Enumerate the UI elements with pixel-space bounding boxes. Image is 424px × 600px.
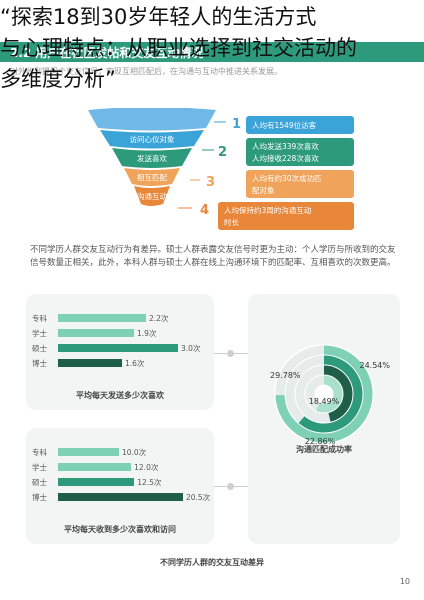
- bar: [58, 448, 119, 456]
- funnel-stage-label: 沟通互动: [137, 191, 167, 201]
- bar-value-label: 12.5次: [137, 478, 162, 487]
- ring-segment: [305, 375, 343, 413]
- bar: [58, 478, 135, 486]
- step-text: 人均接收228次喜欢: [252, 153, 319, 163]
- step-text: 人均保持约3周的沟通互动: [224, 205, 312, 215]
- received-likes-title: 平均每天收到多少次喜欢和访问: [64, 525, 176, 534]
- received-likes-card: 专科 10.0次学士 12.0次硕士 12.5次博士 20.5次 平均每天收到多少次喜欢…: [26, 428, 214, 544]
- bar-category-label: 学士: [32, 463, 47, 472]
- bar-value-label: 20.5次: [185, 493, 211, 502]
- connector-dot-top: [227, 350, 234, 357]
- bar-category-label: 硕士: [32, 344, 47, 353]
- overlay-title-line-2: 与心理特点：从职业选择到社交活动的: [0, 36, 357, 60]
- funnel-stage-label: 访问心仪对象: [130, 134, 175, 144]
- funnel-stage-label: 相互匹配: [137, 172, 167, 182]
- funnel-stage-1: [88, 108, 216, 131]
- funnel-step-1: 1 人均有1549位访客: [214, 116, 354, 134]
- bar: [58, 344, 178, 352]
- bar-category-label: 博士: [32, 493, 47, 502]
- step-number: 1: [232, 117, 241, 132]
- step-text: 人均有约30次成功匹: [252, 173, 322, 183]
- funnel-stage-3: 发送喜欢: [112, 148, 192, 168]
- footer-title: 不同学历人群的交友互动差异: [160, 558, 264, 567]
- ring-value-label: 22.86%: [305, 437, 336, 446]
- sent-likes-card: 专科 2.2次学士 1.9次硕士 3.0次博士 1.6次 平均每天发送多少次喜欢: [26, 294, 214, 410]
- bar: [58, 329, 134, 337]
- step-text: 人均发送339次喜欢: [252, 141, 319, 151]
- bar-value-label: 1.9次: [137, 329, 157, 338]
- bar-category-label: 学士: [32, 329, 47, 338]
- step-number: 3: [206, 175, 215, 190]
- bar-value-label: 12.0次: [134, 463, 159, 472]
- match-rate-card: 29.78% 24.54% 18.49% 22.86% 沟通匹配成功率: [248, 294, 400, 544]
- match-rate-donut-chart: 29.78% 24.54% 18.49% 22.86%: [270, 344, 390, 446]
- bar-value-label: 1.6次: [125, 359, 145, 368]
- funnel-step-4: 4 人均保持约3周的沟通互动 时长: [178, 202, 354, 230]
- section-title: 2.2 用户在社区发帖和交友互动情况: [10, 46, 204, 60]
- funnel-stage-2: 访问心仪对象: [100, 130, 204, 149]
- bar: [58, 463, 132, 471]
- step-text: 时长: [224, 217, 239, 227]
- section-header: 2.2 用户在社区发帖和交友互动情况: [0, 42, 424, 62]
- match-rate-title: 沟通匹配成功率: [296, 445, 352, 454]
- connector-dot-bottom: [227, 483, 234, 490]
- funnel-step-3: 3 人均有约30次成功匹 配对象: [190, 170, 354, 198]
- ring-segment: [285, 355, 363, 433]
- page-number: 10: [399, 577, 410, 586]
- bar-value-label: 10.0次: [121, 448, 147, 457]
- step-text: 人均有1549位访客: [252, 120, 317, 130]
- ring-value-label: 18.49%: [309, 397, 340, 406]
- ring-segment: [295, 365, 353, 423]
- ring-value-label: 24.54%: [359, 361, 390, 370]
- funnel-diagram: 访问心仪对象 发送喜欢 相互匹配 沟通互动 1 人均有1549位访客 2 人均发…: [88, 108, 354, 230]
- step-number: 2: [218, 145, 227, 160]
- funnel-step-2: 2 人均发送339次喜欢 人均接收228次喜欢: [202, 138, 354, 166]
- bar-category-label: 硕士: [32, 478, 47, 487]
- funnel-stage-label: 发送喜欢: [137, 153, 167, 163]
- bar-value-label: 2.2次: [149, 314, 169, 323]
- overlay-title-line-1: “探索18到30岁年轻人的生活方式: [0, 5, 317, 29]
- received-likes-chart: 专科 10.0次学士 12.0次硕士 12.5次博士 20.5次: [26, 428, 214, 518]
- ring-segment: [275, 345, 373, 443]
- overlay-title: “探索18到30岁年轻人的生活方式 与心理特点：从职业选择到社交活动的 多维度分…: [0, 2, 424, 95]
- funnel-stage-5: 沟通互动: [134, 186, 170, 206]
- step-number: 4: [200, 203, 209, 218]
- bar: [58, 359, 122, 367]
- bar: [58, 493, 183, 501]
- bar-category-label: 专科: [32, 314, 47, 323]
- ring-value-label: 29.78%: [270, 371, 301, 380]
- funnel-stage-4: 相互匹配: [124, 168, 180, 186]
- sent-likes-chart: 专科 2.2次学士 1.9次硕士 3.0次博士 1.6次: [26, 294, 214, 384]
- step-text: 配对象: [252, 185, 275, 195]
- sent-likes-title: 平均每天发送多少次喜欢: [76, 391, 164, 400]
- bar-value-label: 3.0次: [181, 344, 201, 353]
- bar: [58, 314, 146, 322]
- intro-text: 对外收到提问个交友信号，实现互相匹配后，在沟通与互动中推进关系发展。: [10, 67, 282, 76]
- overlay-title-line-3: 多维度分析”: [0, 67, 116, 91]
- bar-category-label: 博士: [32, 359, 47, 368]
- description-paragraph: 不同学历人群交友互动行为有差异。硕士人群表露交友信号时更为主动：个人学历与所收到…: [30, 245, 396, 268]
- bar-category-label: 专科: [32, 448, 47, 457]
